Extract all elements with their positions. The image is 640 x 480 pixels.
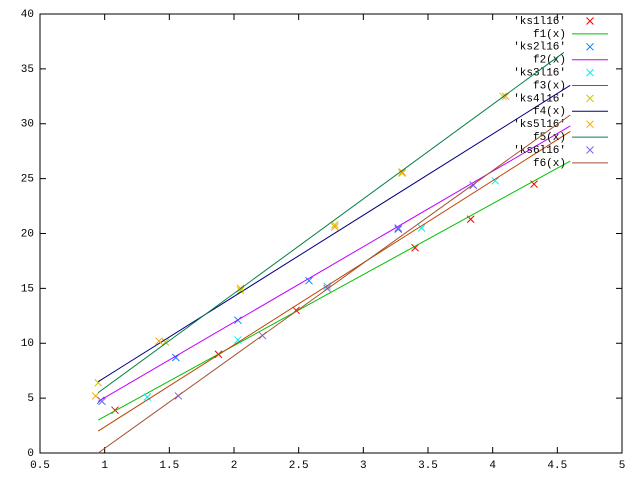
- legend-label: 'ks4l16': [513, 93, 566, 105]
- data-point: [143, 393, 152, 401]
- data-point: [394, 224, 403, 232]
- x-tick-label: 4.5: [547, 460, 567, 472]
- y-tick-label: 5: [27, 393, 34, 405]
- legend-label: 'ks1l16': [513, 16, 566, 28]
- data-point: [98, 397, 106, 406]
- y-tick-label: 20: [21, 228, 34, 240]
- fit-line: [97, 125, 571, 402]
- legend-label: f4(x): [533, 106, 566, 118]
- x-tick-label: 2: [231, 460, 238, 472]
- fit-line: [97, 84, 571, 383]
- fit-line: [97, 114, 571, 454]
- legend-label: 'ks5l16': [513, 119, 566, 131]
- legend-label: f1(x): [533, 29, 566, 41]
- legend-marker: [586, 94, 594, 103]
- data-point: [155, 337, 163, 345]
- data-point: [234, 336, 242, 344]
- data-point: [417, 224, 426, 232]
- y-tick-label: 30: [21, 119, 34, 131]
- data-point: [331, 223, 339, 231]
- data-point: [398, 169, 406, 177]
- legend-marker: [586, 146, 594, 154]
- fit-line: [97, 160, 571, 421]
- legend-label: f6(x): [533, 158, 566, 170]
- data-point: [331, 220, 339, 229]
- data-point: [491, 176, 500, 185]
- legend-marker: [586, 17, 594, 25]
- data-point: [161, 338, 170, 347]
- y-tick-label: 15: [21, 283, 34, 295]
- legend-label: 'ks3l16': [513, 68, 566, 80]
- x-tick-label: 3.5: [418, 460, 438, 472]
- data-point: [236, 286, 245, 295]
- data-point: [305, 276, 313, 285]
- x-tick-label: 5: [619, 460, 626, 472]
- legend-marker: [586, 68, 594, 77]
- fit-line: [97, 52, 565, 394]
- x-tick-label: 0.5: [30, 460, 50, 472]
- x-tick-label: 2.5: [289, 460, 309, 472]
- data-point: [394, 225, 403, 233]
- legend-marker: [586, 120, 594, 129]
- y-tick-label: 35: [21, 64, 34, 76]
- x-tick-label: 3: [360, 460, 367, 472]
- data-point: [398, 168, 406, 176]
- x-tick-label: 1.5: [159, 460, 179, 472]
- y-tick-label: 25: [21, 174, 34, 186]
- legend-label: 'ks6l16': [513, 145, 566, 157]
- fit-line: [97, 131, 571, 432]
- legend-label: f5(x): [533, 132, 566, 144]
- y-tick-label: 0: [27, 448, 34, 460]
- data-point: [91, 392, 100, 400]
- y-tick-label: 40: [21, 9, 34, 21]
- legend-marker: [586, 42, 594, 51]
- y-tick-label: 10: [21, 338, 34, 350]
- legend-label: f3(x): [533, 80, 566, 92]
- legend-label: 'ks2l16': [513, 42, 566, 54]
- data-point: [530, 180, 538, 188]
- legend-label: f2(x): [533, 55, 566, 67]
- x-tick-label: 1: [101, 460, 108, 472]
- x-tick-label: 4: [489, 460, 496, 472]
- data-point: [501, 92, 510, 101]
